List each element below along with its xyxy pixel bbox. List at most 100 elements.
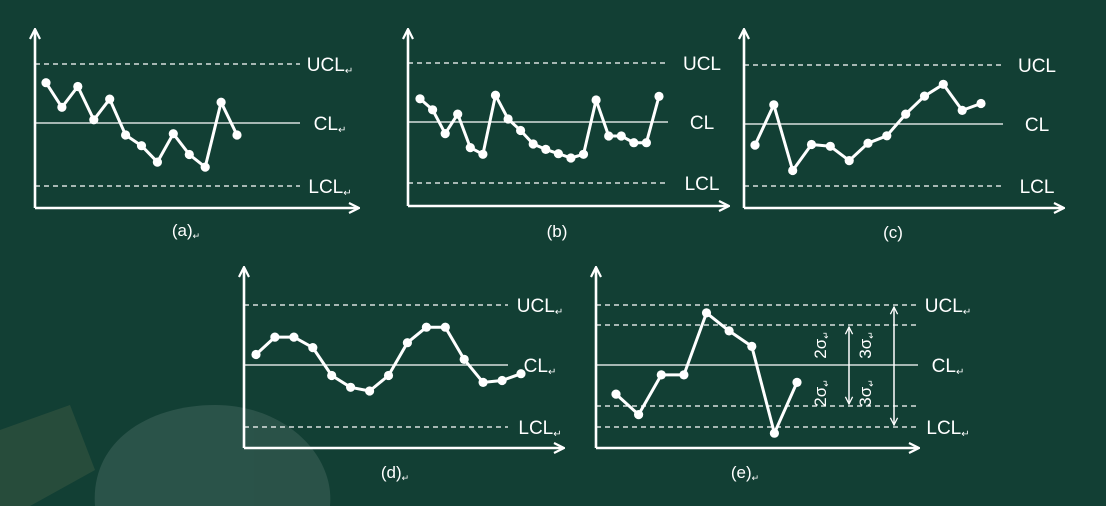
data-point	[654, 91, 664, 101]
data-point	[428, 105, 438, 115]
data-point	[976, 98, 986, 109]
data-point	[497, 375, 507, 386]
data-point	[105, 94, 115, 104]
data-point	[136, 141, 147, 151]
cl-label-return-mark: ↵	[548, 367, 556, 378]
data-point	[453, 109, 463, 119]
data-point	[415, 94, 425, 104]
series-line	[44, 81, 239, 169]
data-point	[701, 308, 712, 318]
control-chart-b: UCL CL LCL (b)	[408, 30, 728, 241]
data-point	[516, 369, 526, 379]
data-point	[901, 109, 911, 119]
data-point	[806, 139, 817, 150]
data-point	[57, 102, 67, 112]
data-point	[440, 322, 450, 332]
ucl-label-return-mark: ↵	[555, 307, 563, 318]
lcl-label: LCL↵	[518, 418, 561, 440]
watermark-mascot	[0, 405, 331, 506]
data-point	[232, 130, 242, 140]
cl-label: CL↵	[932, 356, 965, 378]
data-point	[459, 354, 469, 364]
data-point	[553, 149, 564, 159]
chart-caption: (b)	[547, 222, 568, 241]
data-point	[825, 141, 835, 151]
data-point	[769, 100, 779, 110]
lcl-label: LCL	[685, 174, 720, 195]
data-point	[440, 129, 450, 139]
data-point	[604, 131, 614, 141]
lcl-label: LCL↵	[308, 177, 351, 199]
control-chart-e: UCL↵ CL↵ LCL↵ (e)↵ 2σ↵ 2σ↵ 3σ↵ 3σ↵	[596, 268, 971, 483]
data-point	[747, 341, 757, 351]
data-point	[465, 143, 475, 153]
data-point	[184, 149, 194, 160]
data-point	[490, 90, 501, 100]
data-point	[421, 322, 431, 332]
series-line	[753, 82, 982, 172]
ucl-label-return-mark: ↵	[963, 307, 971, 318]
data-point	[641, 138, 652, 148]
data-point	[882, 131, 892, 141]
data-point	[750, 140, 760, 150]
cl-label-return-mark: ↵	[956, 367, 964, 378]
chart-caption: (c)	[883, 223, 903, 242]
cl-label: CL	[1025, 115, 1049, 136]
three-sigma-upper-label: 3σ↵	[856, 331, 876, 359]
data-point	[478, 377, 488, 387]
chart-caption: (a)↵	[172, 221, 200, 241]
data-point	[289, 332, 299, 342]
data-point	[327, 370, 337, 381]
ucl-label-return-mark: ↵	[345, 66, 353, 77]
three-sigma-upper-label-return-mark: ↵	[866, 331, 876, 339]
data-point	[516, 125, 526, 136]
data-point	[503, 114, 513, 124]
data-point	[478, 149, 488, 159]
data-point	[679, 370, 689, 380]
data-point	[792, 377, 802, 387]
data-point	[919, 91, 930, 101]
data-point	[346, 382, 356, 392]
data-point	[383, 370, 394, 381]
data-point	[73, 81, 83, 92]
data-point	[270, 332, 280, 342]
three-sigma-lower-label-return-mark: ↵	[866, 379, 876, 387]
chart-caption-return-mark: ↵	[402, 473, 410, 483]
chart-caption-return-mark: ↵	[752, 473, 760, 483]
control-chart-a: UCL↵ CL↵ LCL↵ (a)↵	[35, 30, 358, 241]
two-sigma-upper-label: 2σ↵	[811, 331, 831, 359]
lcl-label-return-mark: ↵	[961, 429, 969, 440]
data-point	[121, 130, 131, 140]
data-point	[656, 370, 666, 380]
cl-label: CL↵	[524, 356, 557, 378]
data-point	[634, 410, 644, 420]
data-point	[629, 138, 639, 148]
ucl-label: UCL↵	[517, 296, 563, 318]
chart-caption: (d)↵	[381, 463, 409, 483]
data-point	[41, 78, 51, 88]
cl-label: CL↵	[314, 114, 347, 136]
data-point	[769, 428, 780, 438]
data-point	[578, 149, 589, 159]
data-point	[200, 162, 210, 172]
data-point	[216, 97, 226, 107]
data-point	[541, 144, 551, 154]
two-sigma-lower-label-return-mark: ↵	[821, 379, 831, 387]
chart-caption: (e)↵	[731, 463, 759, 483]
data-point	[528, 139, 538, 149]
data-point	[957, 105, 967, 115]
lcl-label-return-mark: ↵	[553, 429, 561, 440]
three-sigma-lower-label: 3σ↵	[856, 379, 876, 407]
data-point	[89, 115, 99, 125]
lcl-label: LCL↵	[926, 418, 969, 440]
ucl-label: UCL	[683, 54, 721, 75]
chart-caption-return-mark: ↵	[193, 231, 201, 241]
data-point	[611, 389, 621, 399]
two-sigma-upper-label-return-mark: ↵	[821, 331, 831, 339]
data-point	[863, 138, 873, 148]
data-point	[616, 131, 626, 141]
data-point	[251, 349, 261, 360]
control-chart-c: UCL CL LCL (c)	[744, 30, 1063, 242]
data-point	[566, 153, 576, 163]
